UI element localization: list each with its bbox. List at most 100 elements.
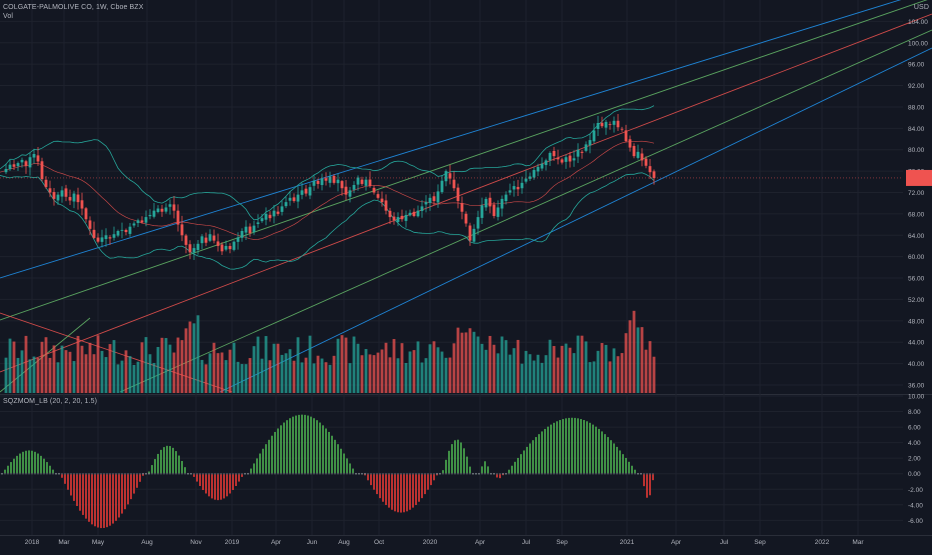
volume-bar <box>124 350 128 393</box>
squeeze-dot <box>280 472 282 475</box>
volume-label[interactable]: Vol <box>3 13 14 20</box>
time-tick-label: May <box>92 539 105 546</box>
volume-bar <box>96 335 100 393</box>
momentum-bar <box>346 458 348 474</box>
momentum-bar <box>97 473 99 528</box>
candle-body <box>264 213 268 220</box>
momentum-bar <box>208 473 210 497</box>
momentum-bar <box>394 473 396 512</box>
candle-body <box>604 121 608 128</box>
candle-body <box>108 237 112 239</box>
volume-bar <box>264 336 268 393</box>
candle-body <box>504 194 508 202</box>
volume-bar <box>220 352 224 393</box>
momentum-bar <box>544 428 546 474</box>
volume-bar <box>344 337 348 393</box>
momentum-bar <box>484 461 486 474</box>
momentum-bar <box>418 473 420 502</box>
oscillator-axis[interactable]: 10.00 8.00 6.00 4.00 2.00 0.00 -2.00 -4.00 -6.00 <box>908 394 925 525</box>
osc-tick-label: -4.00 <box>908 502 923 509</box>
momentum-bar <box>562 419 564 474</box>
candle-body <box>532 170 536 178</box>
volume-bar <box>296 337 300 393</box>
volume-bar <box>504 340 508 393</box>
volume-bar <box>636 327 640 393</box>
squeeze-dot <box>133 472 135 475</box>
momentum-bar <box>613 443 615 474</box>
candle-body <box>32 153 36 158</box>
momentum-bar <box>427 473 429 490</box>
volume-bar <box>488 335 492 393</box>
volume-bar <box>300 362 304 393</box>
candle-body <box>224 245 228 250</box>
squeeze-dot <box>481 472 483 475</box>
momentum-bar <box>370 473 372 486</box>
volume-bar <box>20 350 24 393</box>
momentum-bar <box>319 422 321 474</box>
momentum-bar <box>64 473 66 484</box>
candle-body <box>560 159 564 163</box>
momentum-bar <box>271 435 273 474</box>
squeeze-dot <box>223 472 225 475</box>
squeeze-dot <box>295 472 297 475</box>
candle-body <box>160 208 164 212</box>
momentum-bar <box>10 462 12 474</box>
volume-bar <box>540 362 544 393</box>
squeeze-dot <box>136 472 138 475</box>
candle-body <box>496 207 500 217</box>
bb-lower <box>0 172 655 270</box>
momentum-bar <box>205 473 207 494</box>
candle-body <box>324 178 328 181</box>
price-tick-label: 80.00 <box>908 147 925 154</box>
price-tick-label: 100.00 <box>908 40 928 47</box>
volume-bar <box>396 358 400 393</box>
time-axis[interactable]: 2018 Mar May Aug Nov 2019 Apr Jun Aug Oct 2020 Apr J… <box>25 539 865 546</box>
squeeze-dot <box>142 472 144 475</box>
volume-bar <box>52 345 56 393</box>
volume-bar <box>380 349 384 393</box>
momentum-bar <box>115 473 117 521</box>
squeeze-dot <box>43 472 45 475</box>
squeeze-dot <box>556 472 558 475</box>
candle-body <box>384 200 388 211</box>
momentum-bar <box>409 473 411 510</box>
squeeze-dot <box>169 472 171 475</box>
momentum-bar <box>445 459 447 474</box>
price-axis[interactable]: 104.00100.0096.0092.0088.0084.0080.0076.… <box>908 19 928 390</box>
squeeze-dot <box>10 472 12 475</box>
volume-bar <box>128 356 132 393</box>
squeeze-dot <box>505 472 507 475</box>
volume-bar <box>204 364 208 393</box>
momentum-bar <box>412 473 414 508</box>
fan-lines <box>0 0 932 393</box>
volume-bar <box>404 362 408 393</box>
squeeze-dot <box>508 472 510 475</box>
momentum-bar <box>121 473 123 514</box>
candle-body <box>176 210 180 225</box>
candle-body <box>228 246 232 250</box>
volume-bar <box>372 355 376 393</box>
symbol-title[interactable]: COLGATE-PALMOLIVE CO, 1W, Cboe BZX <box>3 4 144 11</box>
squeeze-dot <box>163 472 165 475</box>
price-tick-label: 72.00 <box>908 190 925 197</box>
candle-body <box>488 197 492 207</box>
momentum-bar <box>130 473 132 500</box>
volume-bar <box>8 338 12 393</box>
squeeze-dot <box>106 472 108 475</box>
squeeze-dot <box>157 472 159 475</box>
volume-bar <box>56 362 60 393</box>
momentum-bar <box>229 473 231 494</box>
squeeze-dot <box>643 472 645 475</box>
volume-bar <box>440 351 444 393</box>
momentum-bar <box>451 444 453 474</box>
volume-bar <box>648 341 652 393</box>
oscillator-title[interactable]: SQZMOM_LB (20, 2, 20, 1.5) <box>3 398 98 405</box>
squeeze-dot <box>619 472 621 475</box>
volume-bar <box>384 342 388 393</box>
price-tick-label: 60.00 <box>908 254 925 261</box>
candle-body <box>588 140 592 146</box>
momentum-bar <box>280 425 282 474</box>
momentum-bar <box>286 420 288 474</box>
